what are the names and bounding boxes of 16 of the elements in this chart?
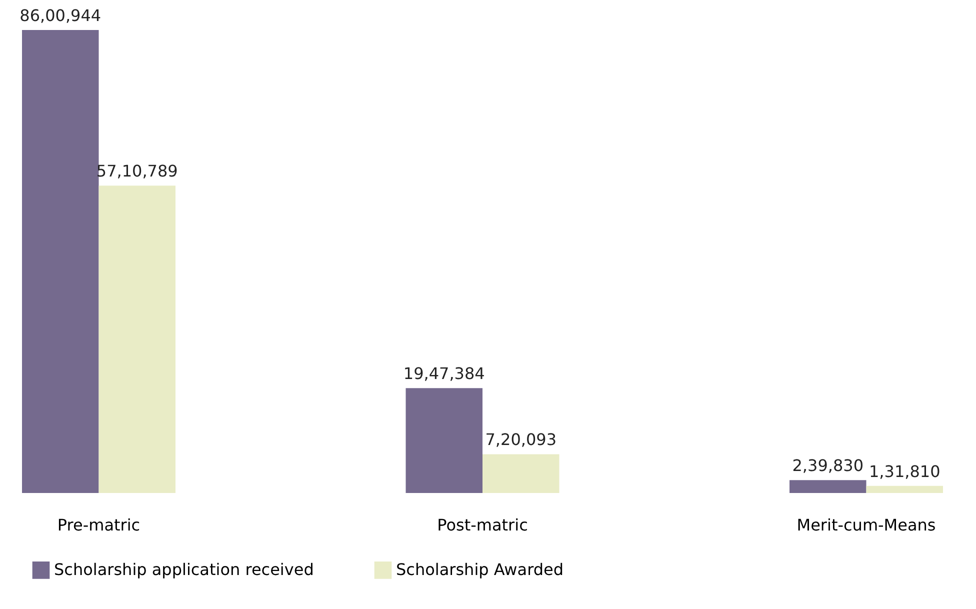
bar	[22, 30, 99, 493]
data-label: 19,47,384	[403, 364, 485, 384]
bar	[98, 186, 176, 493]
legend-label: Scholarship application received	[54, 560, 314, 580]
data-label: 7,20,093	[485, 430, 556, 450]
data-label: 1,31,810	[869, 462, 940, 481]
bar	[406, 388, 482, 493]
bar	[790, 480, 866, 493]
x-tick-label: Post-matric	[437, 516, 528, 534]
x-tick-label: Pre-matric	[57, 516, 140, 534]
legend-label: Scholarship Awarded	[396, 560, 564, 580]
bar	[866, 486, 943, 493]
x-tick-label: Merit-cum-Means	[796, 516, 936, 534]
bar	[482, 454, 560, 493]
data-label: 2,39,830	[792, 456, 864, 476]
data-label: 86,00,944	[20, 6, 102, 25]
